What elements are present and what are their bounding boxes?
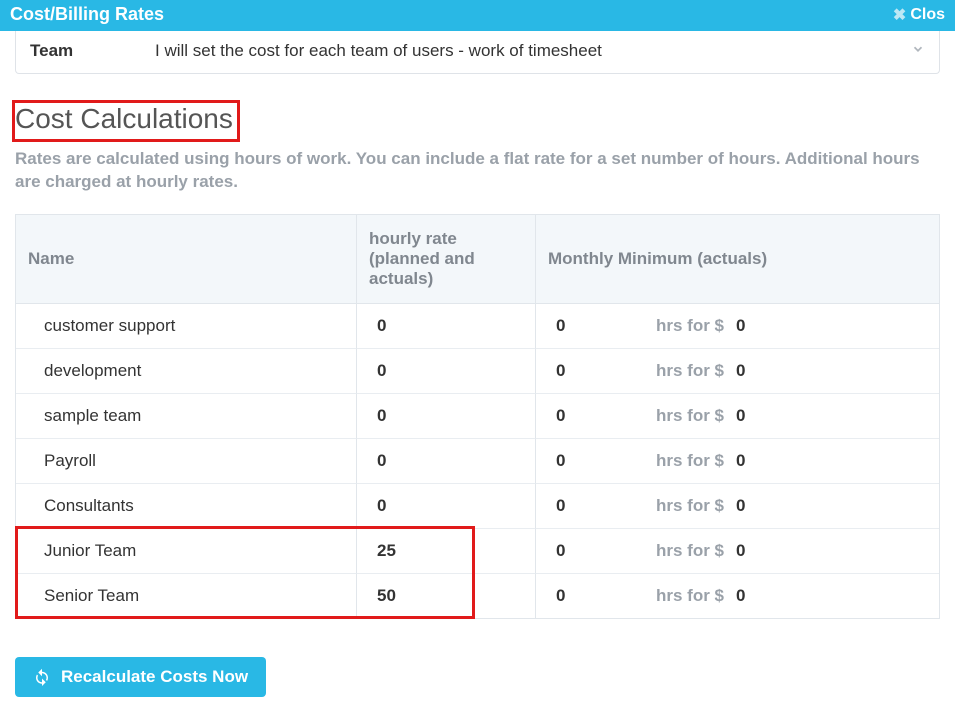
monthly-min-dollars[interactable]: 0 — [736, 451, 745, 471]
section-title: Cost Calculations — [15, 103, 233, 135]
close-label: Clos — [910, 6, 945, 24]
titlebar: Cost/Billing Rates ✖ Clos — [0, 0, 955, 31]
close-button[interactable]: ✖ Clos — [893, 5, 945, 25]
table-row: Senior Team500hrs for $0 — [16, 573, 939, 618]
close-icon: ✖ — [893, 5, 906, 25]
monthly-min-hours[interactable]: 0 — [556, 451, 656, 471]
hrs-for-label: hrs for $ — [656, 406, 736, 426]
recalculate-label: Recalculate Costs Now — [61, 667, 248, 687]
col-header-monthly: Monthly Minimum (actuals) — [536, 215, 939, 304]
table-row: development00hrs for $0 — [16, 348, 939, 393]
monthly-min-hours[interactable]: 0 — [556, 316, 656, 336]
monthly-min-dollars[interactable]: 0 — [736, 496, 745, 516]
dropdown-label: Team — [30, 41, 155, 61]
cell-monthly-minimum: 0hrs for $0 — [536, 304, 939, 348]
hrs-for-label: hrs for $ — [656, 316, 736, 336]
cell-monthly-minimum: 0hrs for $0 — [536, 528, 939, 573]
cell-monthly-minimum: 0hrs for $0 — [536, 438, 939, 483]
col-header-name: Name — [16, 215, 356, 304]
cell-name: development — [16, 348, 356, 393]
hrs-for-label: hrs for $ — [656, 586, 736, 606]
cell-hourly-rate[interactable]: 0 — [356, 393, 536, 438]
team-dropdown[interactable]: Team I will set the cost for each team o… — [15, 31, 940, 74]
cell-name: sample team — [16, 393, 356, 438]
monthly-min-hours[interactable]: 0 — [556, 406, 656, 426]
hrs-for-label: hrs for $ — [656, 541, 736, 561]
title-highlight-box: Cost Calculations — [12, 100, 240, 142]
table-row: Junior Team250hrs for $0 — [16, 528, 939, 573]
monthly-min-hours[interactable]: 0 — [556, 541, 656, 561]
table-header-row: Name hourly rate (planned and actuals) M… — [16, 215, 939, 304]
cell-name: customer support — [16, 304, 356, 348]
section-title-wrapper: Cost Calculations — [15, 74, 940, 142]
recalculate-button[interactable]: Recalculate Costs Now — [15, 657, 266, 697]
refresh-icon — [33, 668, 51, 686]
table-row: customer support00hrs for $0 — [16, 304, 939, 348]
col-header-rate: hourly rate (planned and actuals) — [356, 215, 536, 304]
cell-hourly-rate[interactable]: 25 — [356, 528, 536, 573]
cell-hourly-rate[interactable]: 0 — [356, 348, 536, 393]
cell-hourly-rate[interactable]: 0 — [356, 304, 536, 348]
monthly-min-dollars[interactable]: 0 — [736, 541, 745, 561]
monthly-min-hours[interactable]: 0 — [556, 361, 656, 381]
monthly-min-hours[interactable]: 0 — [556, 586, 656, 606]
cell-hourly-rate[interactable]: 0 — [356, 438, 536, 483]
monthly-min-dollars[interactable]: 0 — [736, 361, 745, 381]
cell-name: Consultants — [16, 483, 356, 528]
table-row: Consultants00hrs for $0 — [16, 483, 939, 528]
titlebar-title: Cost/Billing Rates — [10, 4, 164, 25]
rates-table: Name hourly rate (planned and actuals) M… — [15, 214, 940, 619]
section-description: Rates are calculated using hours of work… — [15, 148, 940, 194]
content: Team I will set the cost for each team o… — [0, 31, 955, 712]
chevron-down-icon — [911, 41, 925, 61]
cell-name: Senior Team — [16, 573, 356, 618]
hrs-for-label: hrs for $ — [656, 451, 736, 471]
table-wrap: Name hourly rate (planned and actuals) M… — [15, 214, 940, 619]
cell-name: Junior Team — [16, 528, 356, 573]
monthly-min-dollars[interactable]: 0 — [736, 586, 745, 606]
cell-monthly-minimum: 0hrs for $0 — [536, 348, 939, 393]
dropdown-value: I will set the cost for each team of use… — [155, 41, 602, 61]
cell-hourly-rate[interactable]: 0 — [356, 483, 536, 528]
cell-name: Payroll — [16, 438, 356, 483]
monthly-min-dollars[interactable]: 0 — [736, 316, 745, 336]
cell-monthly-minimum: 0hrs for $0 — [536, 483, 939, 528]
cell-monthly-minimum: 0hrs for $0 — [536, 393, 939, 438]
table-row: sample team00hrs for $0 — [16, 393, 939, 438]
cell-hourly-rate[interactable]: 50 — [356, 573, 536, 618]
monthly-min-hours[interactable]: 0 — [556, 496, 656, 516]
monthly-min-dollars[interactable]: 0 — [736, 406, 745, 426]
table-row: Payroll00hrs for $0 — [16, 438, 939, 483]
hrs-for-label: hrs for $ — [656, 496, 736, 516]
cell-monthly-minimum: 0hrs for $0 — [536, 573, 939, 618]
hrs-for-label: hrs for $ — [656, 361, 736, 381]
